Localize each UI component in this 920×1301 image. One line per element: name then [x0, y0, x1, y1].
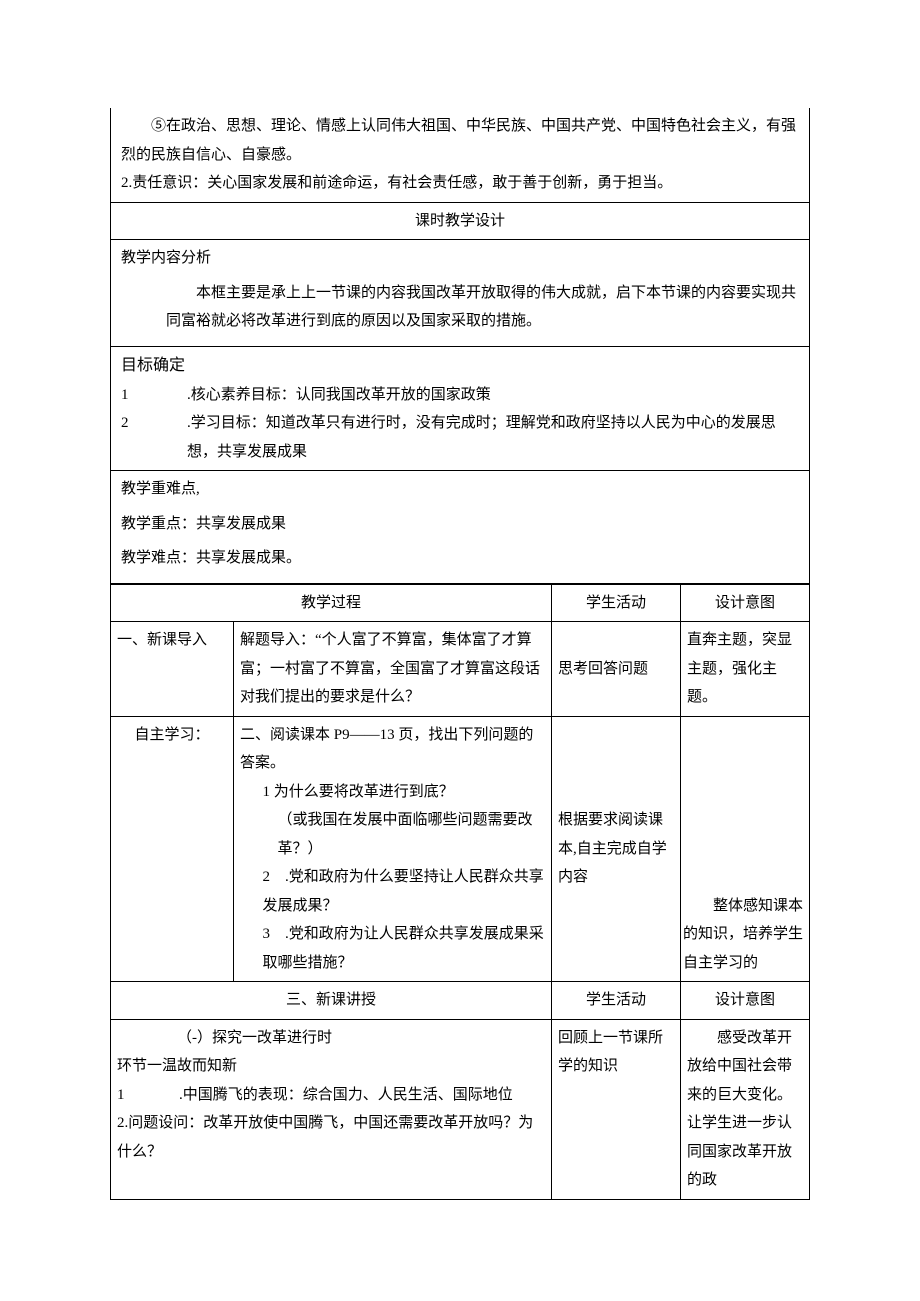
t1-r2-b-q3: 3 .党和政府为让人民群众共享发展成果采取哪些措施？ — [240, 920, 545, 977]
content-analysis-body: 本框主要是承上上一节课的内容我国改革开放取得的伟大成就，启下本节课的内容要实现共… — [121, 279, 799, 336]
t1-r2-b: 二、阅读课本 P9——13 页，找出下列问题的答案。 1 为什么要将改革进行到底… — [234, 716, 552, 982]
t1-h-intent: 设计意图 — [681, 584, 810, 622]
goals-row: 目标确定 1 .核心素养目标：认同我国改革开放的国家政策 2 .学习目标：知道改… — [110, 347, 810, 472]
section-title: 课时教学设计 — [415, 213, 505, 229]
t1-r2-a: 自主学习： — [111, 716, 234, 982]
process-table-1: 教学过程 学生活动 设计意图 一、新课导入 解题导入：“个人富了不算富，集体富了… — [110, 584, 810, 983]
section-title-row: 课时教学设计 — [110, 203, 810, 241]
table1-row1: 一、新课导入 解题导入：“个人富了不算富，集体富了才算富；一村富了不算富，全国富… — [111, 622, 810, 717]
t2-r1-a-li1-num: 1 — [117, 1081, 131, 1110]
t1-r1-d: 直奔主题，突显主题，强化主题。 — [681, 622, 810, 717]
goal-num-2: 2 — [121, 409, 139, 466]
t2-r1-d-text: 感受改革开放给中国社会带来的巨大变化。让学生进一步认同国家改革开放的政 — [687, 1024, 803, 1195]
goal-num-1: 1 — [121, 381, 139, 410]
t2-r1-d: 感受改革开放给中国社会带来的巨大变化。让学生进一步认同国家改革开放的政 — [681, 1019, 810, 1199]
prior-line-resp: 2.责任意识：关心国家发展和前途命运，有社会责任感，敢于善于创新，勇于担当。 — [121, 169, 799, 198]
keypoints-line2: 教学难点：共享发展成果。 — [121, 544, 799, 573]
goal-item-2: 2 .学习目标：知道改革只有进行时，没有完成时；理解党和政府坚持以人民为中心的发… — [121, 409, 799, 466]
t1-r1-c: 思考回答问题 — [552, 622, 681, 717]
keypoints-row: 教学重难点, 教学重点：共享发展成果 教学难点：共享发展成果。 — [110, 471, 810, 584]
content-analysis-heading: 教学内容分析 — [121, 244, 799, 273]
t2-r1-a-li1-txt: .中国腾飞的表现：综合国力、人民生活、国际地位 — [131, 1081, 545, 1110]
t2-h-proc: 三、新课讲授 — [111, 982, 552, 1019]
t2-h-act: 学生活动 — [552, 982, 681, 1019]
t1-r2-c: 根据要求阅读课本,自主完成自学内容 — [552, 716, 681, 982]
content-analysis-row: 教学内容分析 本框主要是承上上一节课的内容我国改革开放取得的伟大成就，启下本节课… — [110, 240, 810, 347]
t1-r1-a: 一、新课导入 — [111, 622, 234, 717]
table1-row2: 自主学习： 二、阅读课本 P9——13 页，找出下列问题的答案。 1 为什么要将… — [111, 716, 810, 982]
t2-r1-a: （-）探究一改革进行时 环节一温故而知新 1 .中国腾飞的表现：综合国力、人民生… — [111, 1019, 552, 1199]
t2-h-intent: 设计意图 — [681, 982, 810, 1019]
keypoints-heading: 教学重难点, — [121, 475, 799, 504]
goal-item-1: 1 .核心素养目标：认同我国改革开放的国家政策 — [121, 381, 799, 410]
keypoints-line1: 教学重点：共享发展成果 — [121, 510, 799, 539]
t2-r1-a-line2: 环节一温故而知新 — [117, 1052, 545, 1081]
t1-r1-b-text: 解题导入：“个人富了不算富，集体富了才算富；一村富了不算富，全国富了才算富这段话… — [240, 632, 540, 705]
t1-h-act: 学生活动 — [552, 584, 681, 622]
goal-text-2: .学习目标：知道改革只有进行时，没有完成时；理解党和政府坚持以人民为中心的发展思… — [187, 415, 776, 460]
t1-r1-b: 解题导入：“个人富了不算富，集体富了才算富；一村富了不算富，全国富了才算富这段话… — [234, 622, 552, 717]
t1-r2-b-q1b: （或我国在发展中面临哪些问题需要改革？） — [240, 806, 545, 863]
table2-header-row: 三、新课讲授 学生活动 设计意图 — [111, 982, 810, 1019]
process-table-2: 三、新课讲授 学生活动 设计意图 （-）探究一改革进行时 环节一温故而知新 1 … — [110, 982, 810, 1200]
prior-cell: ⑤在政治、思想、理论、情感上认同伟大祖国、中华民族、中国共产党、中国特色社会主义… — [110, 108, 810, 203]
goal-text-1: .核心素养目标：认同我国改革开放的国家政策 — [187, 387, 491, 403]
t1-h-proc: 教学过程 — [111, 584, 552, 622]
t1-r2-d: 整体感知课本的知识，培养学生自主学习的 — [681, 716, 810, 982]
t1-r2-b-q1: 1 为什么要将改革进行到底？ — [240, 778, 545, 807]
table2-row1: （-）探究一改革进行时 环节一温故而知新 1 .中国腾飞的表现：综合国力、人民生… — [111, 1019, 810, 1199]
t1-r2-b-title: 二、阅读课本 P9——13 页，找出下列问题的答案。 — [240, 721, 545, 778]
t1-r2-b-q2: 2 .党和政府为什么要坚持让人民群众共享发展成果？ — [240, 863, 545, 920]
goals-heading: 目标确定 — [121, 351, 799, 381]
t2-r1-a-li2: 2.问题设问：改革开放使中国腾飞，中国还需要改革开放吗？为什么？ — [117, 1109, 545, 1166]
t2-r1-c: 回顾上一节课所学的知识 — [552, 1019, 681, 1199]
table1-header-row: 教学过程 学生活动 设计意图 — [111, 584, 810, 622]
t1-r2-d-text: 整体感知课本的知识，培养学生自主学习的 — [683, 892, 803, 978]
t2-r1-a-line1: （-）探究一改革进行时 — [117, 1024, 545, 1053]
prior-line-5: ⑤在政治、思想、理论、情感上认同伟大祖国、中华民族、中国共产党、中国特色社会主义… — [121, 112, 799, 169]
